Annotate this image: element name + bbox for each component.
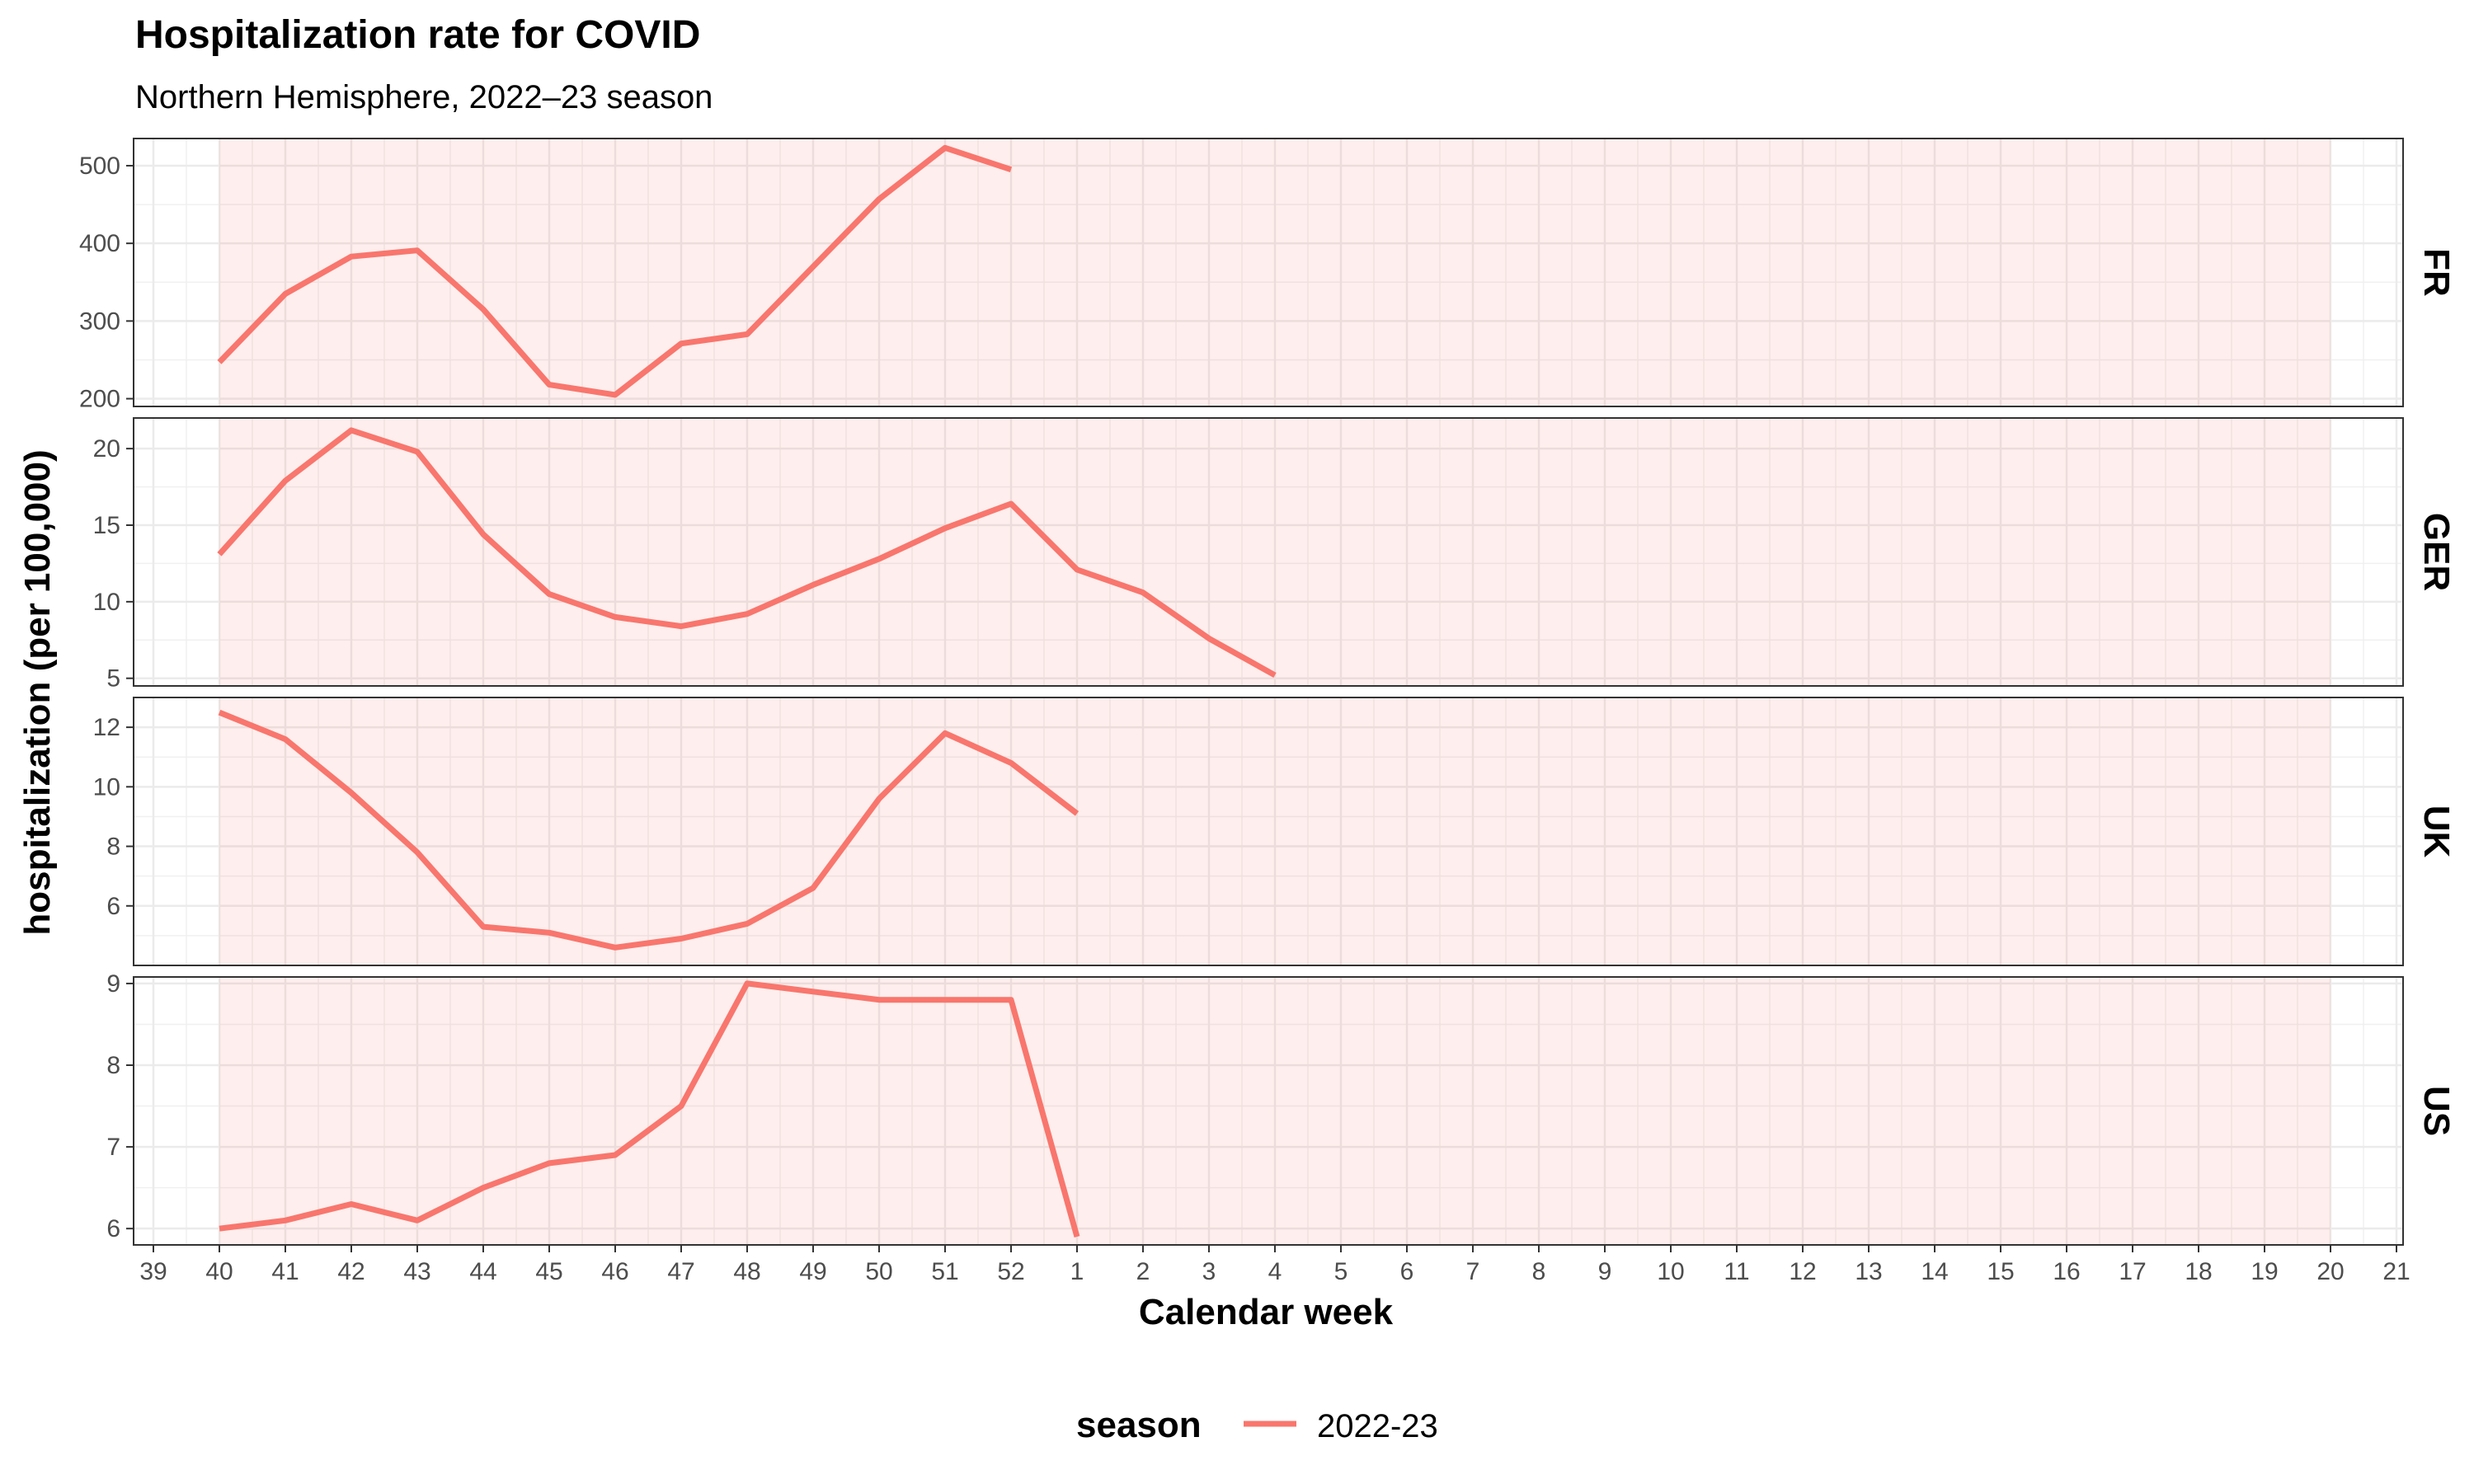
x-tick-label: 7 <box>1466 1258 1480 1285</box>
y-tick-label: 10 <box>93 773 120 801</box>
x-tick-label: 18 <box>2185 1258 2212 1285</box>
chart-title: Hospitalization rate for COVID <box>135 13 700 57</box>
y-axis-label: hospitalization (per 100,000) <box>17 449 58 935</box>
facet-label: US <box>2416 1086 2457 1136</box>
x-tick-label: 50 <box>865 1258 892 1285</box>
x-tick-label: 9 <box>1598 1258 1612 1285</box>
facet-panel-ger: 5 10 15 20 GER <box>93 417 2457 693</box>
x-tick-label: 52 <box>997 1258 1024 1285</box>
x-tick-label: 13 <box>1855 1258 1882 1285</box>
x-tick-label: 19 <box>2251 1258 2278 1285</box>
y-tick-label: 8 <box>106 1052 120 1079</box>
x-tick-label: 44 <box>469 1258 496 1285</box>
x-tick-label: 5 <box>1334 1258 1348 1285</box>
y-tick-label: 500 <box>79 153 120 180</box>
season-shaded-range <box>219 977 2331 1245</box>
x-tick-label: 48 <box>733 1258 760 1285</box>
facet-label: FR <box>2416 248 2457 297</box>
y-tick-label: 6 <box>106 1215 120 1242</box>
y-tick-label: 12 <box>93 714 120 741</box>
season-shaded-range <box>219 418 2331 686</box>
x-tick-label: 43 <box>403 1258 430 1285</box>
x-tick-label: 14 <box>1921 1258 1948 1285</box>
x-tick-label: 41 <box>271 1258 299 1285</box>
season-shaded-range <box>219 139 2331 406</box>
series-line-2022-23 <box>217 144 1013 398</box>
panel-background <box>134 139 2403 406</box>
x-tick-label: 2 <box>1136 1258 1150 1285</box>
y-tick-label: 9 <box>106 970 120 998</box>
x-tick-label: 17 <box>2119 1258 2146 1285</box>
series-line-2022-23 <box>217 427 1277 679</box>
panel-border <box>133 417 2404 687</box>
x-tick-label: 51 <box>931 1258 958 1285</box>
legend: season 2022-23 <box>1076 1405 1438 1445</box>
y-tick-label: 300 <box>79 308 120 335</box>
x-tick-label: 15 <box>1987 1258 2014 1285</box>
x-axis-label: Calendar week <box>1139 1292 1394 1332</box>
y-tick-label: 10 <box>93 589 120 616</box>
x-axis: 39 40 41 42 43 44 45 46 47 48 49 50 51 52 1 2 3 4 5 6 7 8 9 10 1… <box>139 1245 2411 1285</box>
panel-border <box>133 976 2404 1246</box>
x-tick-label: 45 <box>535 1258 562 1285</box>
x-tick-label: 3 <box>1202 1258 1216 1285</box>
x-tick-label: 40 <box>205 1258 233 1285</box>
x-tick-label: 6 <box>1400 1258 1414 1285</box>
facet-label: UK <box>2416 805 2457 858</box>
y-tick-label: 20 <box>93 435 120 463</box>
series-line-2022-23 <box>219 980 1080 1238</box>
y-tick-label: 8 <box>106 834 120 861</box>
x-tick-label: 47 <box>667 1258 694 1285</box>
y-tick-label: 5 <box>106 665 120 693</box>
x-tick-label: 12 <box>1789 1258 1816 1285</box>
x-tick-label: 10 <box>1657 1258 1684 1285</box>
x-tick-label: 1 <box>1070 1258 1084 1285</box>
x-tick-label: 46 <box>601 1258 628 1285</box>
panel-background <box>134 977 2403 1245</box>
panel-background <box>134 697 2403 965</box>
x-tick-label: 4 <box>1268 1258 1282 1285</box>
legend-label: 2022-23 <box>1317 1408 1438 1444</box>
x-tick-label: 11 <box>1724 1258 1749 1285</box>
y-tick-label: 200 <box>79 386 120 413</box>
y-tick-label: 7 <box>106 1134 120 1161</box>
legend-title: season <box>1076 1405 1202 1445</box>
x-tick-label: 20 <box>2316 1258 2344 1285</box>
chart-subtitle: Northern Hemisphere, 2022–23 season <box>135 79 713 115</box>
x-tick-label: 49 <box>799 1258 826 1285</box>
x-tick-label: 42 <box>337 1258 365 1285</box>
y-tick-label: 6 <box>106 893 120 920</box>
facet-panel-fr: 200 300 400 500 FR <box>79 138 2457 413</box>
panel-background <box>134 418 2403 686</box>
series-line-2022-23 <box>218 709 1079 951</box>
x-tick-label: 8 <box>1532 1258 1546 1285</box>
y-tick-label: 400 <box>79 230 120 257</box>
facet-panels: 200 300 400 500 FR 5 10 15 20 GER 6 8 10 12 UK 6 7 8 9 US <box>79 138 2457 1246</box>
panel-border <box>133 697 2404 966</box>
y-tick-label: 15 <box>93 512 120 539</box>
x-tick-label: 39 <box>139 1258 167 1285</box>
x-tick-label: 16 <box>2053 1258 2080 1285</box>
x-tick-label: 21 <box>2382 1258 2410 1285</box>
season-shaded-range <box>219 697 2331 965</box>
facet-panel-us: 6 7 8 9 US <box>106 970 2457 1246</box>
panel-border <box>133 138 2404 407</box>
facet-panel-uk: 6 8 10 12 UK <box>93 697 2457 966</box>
facet-label: GER <box>2416 513 2457 591</box>
